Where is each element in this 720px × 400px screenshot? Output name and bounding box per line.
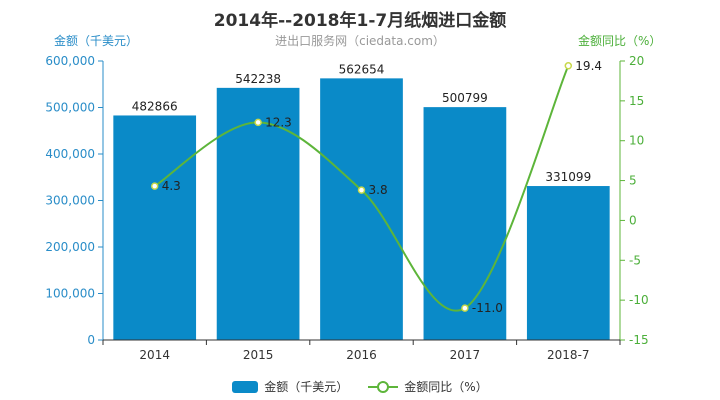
- y-left-tick-label: 0: [87, 333, 95, 347]
- legend-swatch-line: [368, 380, 399, 393]
- y-left-tick-label: 100,000: [45, 287, 95, 301]
- yoy-point-2016: [357, 186, 366, 194]
- chart-subtitle: 进出口服务网（ciedata.com）: [275, 34, 445, 48]
- y-left-tick-label: 300,000: [45, 194, 95, 208]
- chart-title: 2014年--2018年1-7月纸烟进口金额: [213, 11, 507, 31]
- yoy-label-2015: 12.3: [265, 115, 292, 129]
- bar-2014: [113, 115, 197, 340]
- y-axis-left-label: 金额（千美元）: [54, 34, 139, 48]
- y-left-tick-label: 500,000: [45, 101, 95, 115]
- yoy-label-2017: -11.0: [472, 301, 503, 315]
- x-tick-label-2018-7: 2018-7: [547, 348, 590, 362]
- yoy-label-2016: 3.8: [369, 183, 388, 197]
- legend-item-yoy[interactable]: 金额同比（%）: [368, 378, 488, 395]
- bar-2016: [320, 78, 403, 340]
- x-tick-label-2014: 2014: [139, 348, 170, 362]
- legend-label-amount: 金额（千美元）: [264, 380, 349, 394]
- yoy-point-2017: [461, 304, 469, 312]
- bar-label-2016: 562654: [339, 62, 385, 76]
- x-tick-label-2015: 2015: [243, 348, 274, 362]
- y-left-tick-label: 200,000: [45, 240, 95, 254]
- bar-2018-7: [526, 186, 610, 340]
- yoy-point-2014: [150, 182, 159, 190]
- legend-item-amount[interactable]: 金额（千美元）: [232, 378, 348, 395]
- y-right-tick-label: 10: [629, 134, 644, 148]
- y-axis-right-label: 金额同比（%）: [578, 34, 662, 48]
- x-tick-label-2016: 2016: [346, 348, 377, 362]
- yoy-label-2014: 4.3: [162, 179, 181, 193]
- bar-label-2018-7: 331099: [545, 170, 591, 184]
- bar-label-2014: 482866: [132, 99, 178, 113]
- y-left-tick-label: 400,000: [45, 147, 95, 161]
- axes: 0 100,000 200,000 300,000 400,000 500,000 600,…: [45, 54, 648, 362]
- yoy-point-2015: [254, 118, 262, 127]
- y-right-tick-label: -10: [629, 293, 649, 307]
- bar-series: [113, 78, 610, 340]
- line-series: [150, 62, 573, 312]
- y-right-tick-label: 20: [629, 54, 644, 68]
- data-labels: 482866 542238 562654 500799 331099 4.3 12.3 3.8…: [132, 59, 602, 315]
- legend: 金额（千美元） 金额同比（%）: [0, 378, 720, 395]
- y-right-tick-label: -15: [629, 333, 649, 347]
- bar-label-2017: 500799: [442, 91, 488, 105]
- y-right-tick-label: 0: [629, 213, 637, 227]
- legend-label-yoy: 金额同比（%）: [404, 380, 488, 394]
- bar-label-2015: 542238: [235, 72, 281, 86]
- legend-swatch-bar: [232, 380, 259, 393]
- y-right-tick-label: -5: [629, 253, 641, 267]
- yoy-line: [154, 65, 570, 312]
- y-left-tick-label: 600,000: [45, 54, 95, 68]
- yoy-point-2018-7: [564, 62, 573, 70]
- yoy-label-2018-7: 19.4: [575, 59, 602, 73]
- x-tick-label-2017: 2017: [450, 348, 481, 362]
- y-right-tick-label: 15: [629, 94, 644, 108]
- y-right-tick-label: 5: [629, 174, 637, 188]
